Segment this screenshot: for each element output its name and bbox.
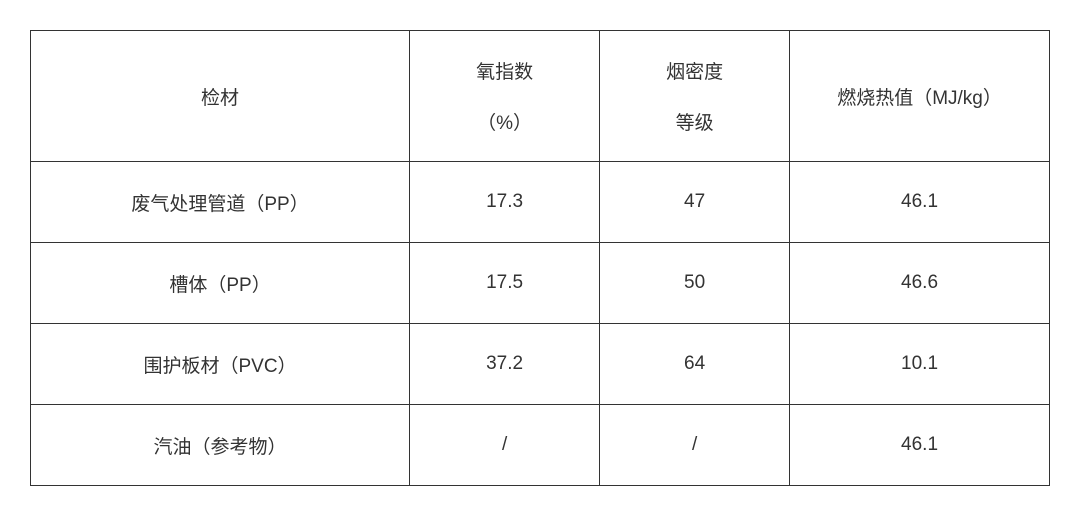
table-row: 废气处理管道（PP） 17.3 47 46.1 xyxy=(31,162,1050,243)
header-label-line1: 烟密度 xyxy=(666,57,723,84)
cell-heat-value: 46.6 xyxy=(790,243,1050,324)
cell-material: 槽体（PP） xyxy=(31,243,410,324)
cell-smoke-density: 64 xyxy=(600,324,790,405)
header-cell-heat-value: 燃烧热值（MJ/kg） xyxy=(790,31,1050,162)
cell-smoke-density: 47 xyxy=(600,162,790,243)
cell-oxygen-index: 17.3 xyxy=(410,162,600,243)
table-row: 槽体（PP） 17.5 50 46.6 xyxy=(31,243,1050,324)
cell-oxygen-index: / xyxy=(410,405,600,486)
header-label-line2: 等级 xyxy=(676,108,714,135)
stacked-header: 烟密度 等级 xyxy=(600,31,789,161)
header-label-line2: （%） xyxy=(477,108,532,135)
cell-oxygen-index: 37.2 xyxy=(410,324,600,405)
cell-smoke-density: 50 xyxy=(600,243,790,324)
cell-material: 废气处理管道（PP） xyxy=(31,162,410,243)
table-row: 汽油（参考物） / / 46.1 xyxy=(31,405,1050,486)
cell-oxygen-index: 17.5 xyxy=(410,243,600,324)
table-header-row: 检材 氧指数 （%） 烟密度 等级 燃烧热值（MJ/kg） xyxy=(31,31,1050,162)
cell-smoke-density: / xyxy=(600,405,790,486)
cell-material: 汽油（参考物） xyxy=(31,405,410,486)
cell-heat-value: 46.1 xyxy=(790,405,1050,486)
header-label: 燃烧热值（MJ/kg） xyxy=(837,88,1002,109)
cell-material: 围护板材（PVC） xyxy=(31,324,410,405)
cell-heat-value: 10.1 xyxy=(790,324,1050,405)
header-cell-material: 检材 xyxy=(31,31,410,162)
header-label: 检材 xyxy=(201,88,239,109)
header-label-line1: 氧指数 xyxy=(476,57,533,84)
header-cell-smoke-density: 烟密度 等级 xyxy=(600,31,790,162)
stacked-header: 氧指数 （%） xyxy=(410,31,599,161)
header-cell-oxygen-index: 氧指数 （%） xyxy=(410,31,600,162)
cell-heat-value: 46.1 xyxy=(790,162,1050,243)
table-row: 围护板材（PVC） 37.2 64 10.1 xyxy=(31,324,1050,405)
materials-table: 检材 氧指数 （%） 烟密度 等级 燃烧热值（MJ/kg） 废气处理管道（PP）… xyxy=(30,30,1050,486)
